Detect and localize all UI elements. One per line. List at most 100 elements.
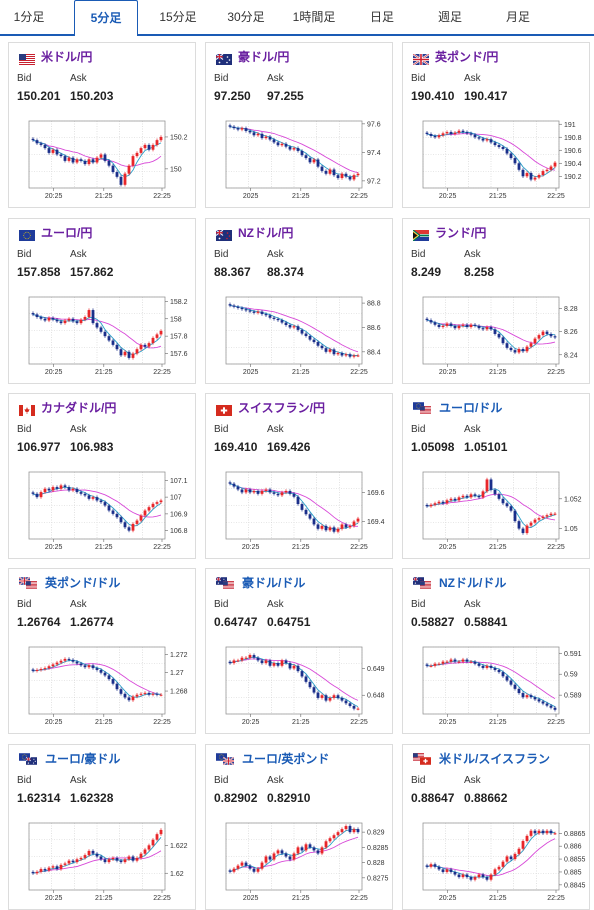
- x-tick-label: 22:25: [153, 193, 171, 200]
- rate-card-header[interactable]: ユーロ/豪ドル: [9, 745, 195, 769]
- rate-card[interactable]: ユーロ/ドル Bid Ask 1.05098 1.05101 1.05 1.052 20:25…: [402, 393, 590, 559]
- currency-pair-name[interactable]: ユーロ/円: [41, 226, 93, 240]
- rate-card[interactable]: 米ドル/スイスフラン Bid Ask 0.88647 0.88662 0.8845 0.88…: [402, 744, 590, 910]
- price-chart[interactable]: 0.648 0.649 20:25 21:25 22:25: [206, 637, 392, 733]
- price-chart[interactable]: 106.8 106.9 107 107.1 20:25 21:25 22:25: [9, 462, 195, 558]
- tab-3[interactable]: 30分足: [227, 10, 265, 24]
- price-chart[interactable]: 88.4 88.6 88.8 2025 21:25 22:25: [206, 287, 392, 383]
- candle-body: [55, 866, 59, 870]
- price-chart[interactable]: 0.8845 0.885 0.8855 0.886 0.8865 20:25 21:25 22…: [403, 813, 589, 909]
- rate-card[interactable]: ユーロ/円 Bid Ask 157.858 157.862 157.6 157.8 158 15…: [8, 218, 196, 384]
- rate-card[interactable]: ユーロ/豪ドル Bid Ask 1.62314 1.62328 1.62 1.622 20:2…: [8, 744, 196, 910]
- price-chart[interactable]: 190.2 190.4 190.6 190.8 191 20:25 21:25 22:25: [403, 111, 589, 207]
- currency-pair-name[interactable]: ランド/円: [435, 226, 487, 240]
- candle-body: [501, 498, 505, 504]
- flag-us-icon: [223, 581, 234, 589]
- candle-body: [280, 320, 284, 323]
- currency-pair-name[interactable]: スイスフラン/円: [238, 401, 325, 415]
- tab-0[interactable]: 1分足: [13, 10, 45, 24]
- currency-pair-name[interactable]: 英ポンド/ドル: [45, 576, 121, 590]
- y-tick-label: 150: [170, 166, 182, 173]
- rate-card-header[interactable]: ユーロ/円: [9, 219, 195, 243]
- rate-card-header[interactable]: 豪ドル/円: [206, 43, 392, 67]
- rate-card[interactable]: カナダドル/円 Bid Ask 106.977 106.983 106.8 106.9 107…: [8, 393, 196, 559]
- candle-body: [449, 869, 453, 872]
- rate-card-header[interactable]: 英ポンド/ドル: [9, 569, 195, 593]
- flag-za-icon: [412, 229, 429, 242]
- rate-card-header[interactable]: 豪ドル/ドル: [206, 569, 392, 593]
- rate-card[interactable]: 米ドル/円 Bid Ask 150.201 150.203 150 150.2 20:25 21…: [8, 42, 196, 208]
- tab-1[interactable]: 5分足: [74, 0, 138, 36]
- rate-card[interactable]: 英ポンド/ドル Bid Ask 1.26764 1.26774 1.268 1.27 1.27…: [8, 568, 196, 734]
- currency-pair-name[interactable]: NZドル/ドル: [439, 576, 507, 590]
- currency-pair-name[interactable]: 英ポンド/円: [435, 50, 499, 64]
- rate-card[interactable]: NZドル/円 Bid Ask 88.367 88.374 88.4 88.6 88.8 2025…: [205, 218, 393, 384]
- currency-pair-name[interactable]: 豪ドル/円: [238, 50, 290, 64]
- rate-card-header[interactable]: 米ドル/円: [9, 43, 195, 67]
- candle-body: [533, 830, 537, 834]
- candle-body: [340, 353, 344, 356]
- candle-body: [453, 659, 457, 662]
- candle-body: [111, 340, 115, 345]
- rate-card-header[interactable]: ユーロ/ドル: [403, 394, 589, 418]
- rate-card-header[interactable]: スイスフラン/円: [206, 394, 392, 418]
- rate-card-header[interactable]: 英ポンド/円: [403, 43, 589, 67]
- currency-pair-name[interactable]: NZドル/円: [238, 226, 294, 240]
- currency-pair-name[interactable]: 豪ドル/ドル: [242, 576, 306, 590]
- price-chart[interactable]: 150 150.2 20:25 21:25 22:25: [9, 111, 195, 207]
- rate-card-header[interactable]: NZドル/円: [206, 219, 392, 243]
- candle-body: [135, 694, 139, 697]
- tab-6[interactable]: 週足: [437, 10, 462, 24]
- candle-body: [67, 487, 71, 491]
- rate-card-header[interactable]: 米ドル/スイスフラン: [403, 745, 589, 769]
- price-chart[interactable]: 1.62 1.622 20:25 21:25 22:25: [9, 813, 195, 909]
- tab-7[interactable]: 月足: [505, 10, 530, 24]
- ask-value: 97.255: [267, 89, 304, 103]
- currency-pair-name[interactable]: ユーロ/英ポンド: [242, 752, 330, 766]
- price-chart[interactable]: 97.2 97.4 97.6 2025 21:25 22:25: [206, 111, 392, 207]
- candle-body: [497, 494, 501, 499]
- rate-card[interactable]: スイスフラン/円 Bid Ask 169.410 169.426 169.4 169.6 20…: [205, 393, 393, 559]
- rate-card[interactable]: ユーロ/英ポンド Bid Ask 0.82902 0.82910 0.8275 0.828 0…: [205, 744, 393, 910]
- candle-body: [461, 659, 465, 662]
- price-chart[interactable]: 0.8275 0.828 0.8285 0.829 2025 21:25 22:25: [206, 813, 392, 909]
- rate-card[interactable]: 豪ドル/ドル Bid Ask 0.64747 0.64751 0.648 0.649 20:2…: [205, 568, 393, 734]
- price-chart[interactable]: 1.268 1.27 1.272 20:25 21:25 22:25: [9, 637, 195, 733]
- candle-body: [304, 844, 308, 851]
- candle-body: [39, 669, 43, 671]
- tab-4[interactable]: 1時間足: [292, 10, 336, 24]
- currency-flag-icon: [412, 52, 430, 66]
- price-chart[interactable]: 8.24 8.26 8.28 20:25 21:25 22:25: [403, 287, 589, 383]
- candle-body: [425, 865, 429, 867]
- rate-card-header[interactable]: カナダドル/円: [9, 394, 195, 418]
- rate-card-header[interactable]: NZドル/ドル: [403, 569, 589, 593]
- tab-2[interactable]: 15分足: [159, 10, 197, 24]
- candle-body: [99, 500, 103, 503]
- tab-5[interactable]: 日足: [369, 10, 394, 24]
- candle-body: [541, 701, 545, 704]
- bid-value: 150.201: [17, 89, 61, 103]
- price-chart[interactable]: 0.589 0.59 0.591 20:25 21:25 22:25: [403, 637, 589, 733]
- rate-card[interactable]: 豪ドル/円 Bid Ask 97.250 97.255 97.2 97.4 97.6 2025 2…: [205, 42, 393, 208]
- currency-pair-name[interactable]: 米ドル/円: [41, 50, 93, 64]
- candle-body: [71, 318, 75, 322]
- x-tick-label: 21:25: [292, 193, 310, 200]
- currency-pair-name[interactable]: 米ドル/スイスフラン: [439, 752, 550, 766]
- currency-pair-name[interactable]: ユーロ/ドル: [439, 401, 503, 415]
- currency-pair-name[interactable]: ユーロ/豪ドル: [45, 752, 121, 766]
- rate-card[interactable]: NZドル/ドル Bid Ask 0.58827 0.58841 0.589 0.59 0.59…: [402, 568, 590, 734]
- candle-body: [131, 856, 135, 861]
- price-chart[interactable]: 157.6 157.8 158 158.2 20:25 21:25 22:25: [9, 287, 195, 383]
- price-chart[interactable]: 1.05 1.052 20:25 21:25 22:25: [403, 462, 589, 558]
- rate-card-header[interactable]: ユーロ/英ポンド: [206, 745, 392, 769]
- candle-body: [505, 676, 509, 681]
- currency-pair-name[interactable]: カナダドル/円: [41, 401, 117, 415]
- rate-card[interactable]: ランド/円 Bid Ask 8.249 8.258 8.24 8.26 8.28 20:25 21…: [402, 218, 590, 384]
- flag-nz-icon: [215, 229, 232, 241]
- candle-body: [91, 497, 95, 499]
- rate-card-header[interactable]: ランド/円: [403, 219, 589, 243]
- candle-body: [51, 664, 55, 667]
- candle-body: [248, 489, 252, 493]
- rate-card[interactable]: 英ポンド/円 Bid Ask 190.410 190.417 190.2 190.4 190.…: [402, 42, 590, 208]
- price-chart[interactable]: 169.4 169.6 20:25 21:25 22:25: [206, 462, 392, 558]
